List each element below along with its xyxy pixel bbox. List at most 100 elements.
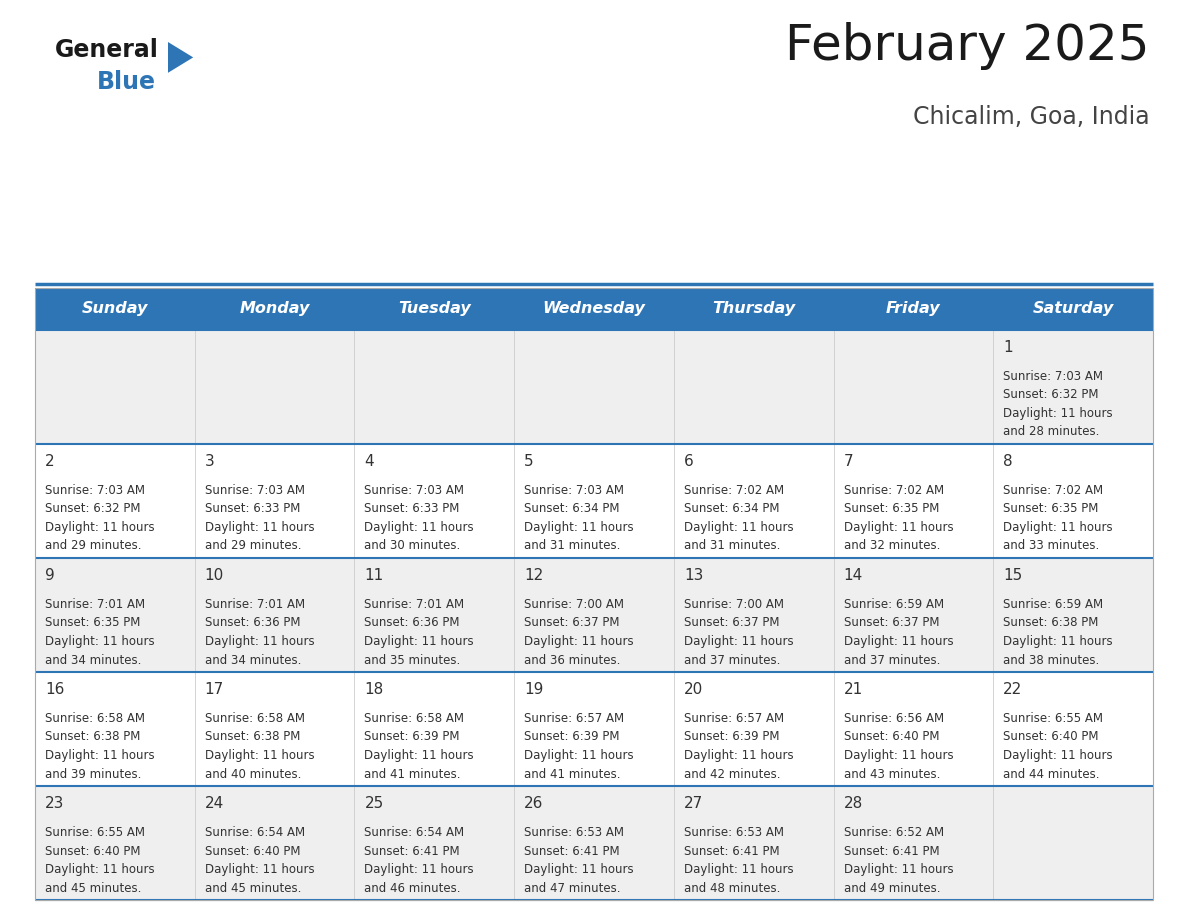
Text: 10: 10 [204, 568, 225, 583]
Text: Daylight: 11 hours: Daylight: 11 hours [524, 863, 633, 876]
Text: and 47 minutes.: and 47 minutes. [524, 881, 620, 894]
Text: Daylight: 11 hours: Daylight: 11 hours [684, 521, 794, 534]
Text: and 28 minutes.: and 28 minutes. [1004, 426, 1100, 439]
Bar [34, 558, 1154, 672]
Text: Sunrise: 7:03 AM: Sunrise: 7:03 AM [365, 484, 465, 497]
Text: Daylight: 11 hours: Daylight: 11 hours [365, 635, 474, 648]
Text: Sunrise: 6:58 AM: Sunrise: 6:58 AM [204, 712, 304, 725]
Text: Tuesday: Tuesday [398, 301, 470, 317]
Text: Sunrise: 7:00 AM: Sunrise: 7:00 AM [684, 598, 784, 611]
Text: Sunset: 6:37 PM: Sunset: 6:37 PM [524, 617, 620, 630]
Text: Daylight: 11 hours: Daylight: 11 hours [204, 521, 315, 534]
Text: 2: 2 [45, 454, 55, 469]
Text: Sunrise: 6:57 AM: Sunrise: 6:57 AM [524, 712, 624, 725]
Text: Sunset: 6:40 PM: Sunset: 6:40 PM [843, 731, 939, 744]
Text: Sunrise: 7:01 AM: Sunrise: 7:01 AM [45, 598, 145, 611]
Text: Sunrise: 6:57 AM: Sunrise: 6:57 AM [684, 712, 784, 725]
Text: Sunset: 6:38 PM: Sunset: 6:38 PM [204, 731, 301, 744]
Text: and 31 minutes.: and 31 minutes. [524, 540, 620, 553]
Text: 23: 23 [45, 796, 64, 811]
Text: and 48 minutes.: and 48 minutes. [684, 881, 781, 894]
Text: 11: 11 [365, 568, 384, 583]
Text: Sunset: 6:40 PM: Sunset: 6:40 PM [1004, 731, 1099, 744]
Text: Sunset: 6:40 PM: Sunset: 6:40 PM [204, 845, 301, 857]
Text: Sunrise: 7:03 AM: Sunrise: 7:03 AM [524, 484, 624, 497]
Text: 3: 3 [204, 454, 215, 469]
Text: Sunrise: 6:54 AM: Sunrise: 6:54 AM [204, 826, 305, 839]
Text: Sunset: 6:37 PM: Sunset: 6:37 PM [684, 617, 779, 630]
Text: and 49 minutes.: and 49 minutes. [843, 881, 940, 894]
Text: 24: 24 [204, 796, 225, 811]
Text: and 35 minutes.: and 35 minutes. [365, 654, 461, 666]
Text: 26: 26 [524, 796, 544, 811]
Text: and 41 minutes.: and 41 minutes. [524, 767, 620, 780]
Text: Sunset: 6:32 PM: Sunset: 6:32 PM [1004, 388, 1099, 401]
Text: 22: 22 [1004, 682, 1023, 697]
Text: Daylight: 11 hours: Daylight: 11 hours [524, 749, 633, 762]
Text: Daylight: 11 hours: Daylight: 11 hours [45, 749, 154, 762]
Text: Daylight: 11 hours: Daylight: 11 hours [1004, 521, 1113, 534]
Text: and 38 minutes.: and 38 minutes. [1004, 654, 1100, 666]
Text: Daylight: 11 hours: Daylight: 11 hours [684, 749, 794, 762]
Text: Sunset: 6:33 PM: Sunset: 6:33 PM [365, 502, 460, 516]
Text: 18: 18 [365, 682, 384, 697]
Text: Sunset: 6:35 PM: Sunset: 6:35 PM [45, 617, 140, 630]
Text: and 36 minutes.: and 36 minutes. [524, 654, 620, 666]
Bar [34, 330, 1154, 444]
Text: Sunset: 6:34 PM: Sunset: 6:34 PM [524, 502, 620, 516]
Text: Wednesday: Wednesday [543, 301, 645, 317]
Text: Sunset: 6:34 PM: Sunset: 6:34 PM [684, 502, 779, 516]
Text: and 46 minutes.: and 46 minutes. [365, 881, 461, 894]
Text: and 39 minutes.: and 39 minutes. [45, 767, 141, 780]
Text: 27: 27 [684, 796, 703, 811]
Text: and 29 minutes.: and 29 minutes. [45, 540, 141, 553]
Text: and 33 minutes.: and 33 minutes. [1004, 540, 1100, 553]
Text: Daylight: 11 hours: Daylight: 11 hours [45, 635, 154, 648]
Text: 21: 21 [843, 682, 862, 697]
Text: 7: 7 [843, 454, 853, 469]
Text: Sunset: 6:36 PM: Sunset: 6:36 PM [204, 617, 301, 630]
Text: 9: 9 [45, 568, 55, 583]
Text: 28: 28 [843, 796, 862, 811]
Text: 15: 15 [1004, 568, 1023, 583]
Text: and 42 minutes.: and 42 minutes. [684, 767, 781, 780]
Text: Sunrise: 6:52 AM: Sunrise: 6:52 AM [843, 826, 943, 839]
Text: Daylight: 11 hours: Daylight: 11 hours [524, 635, 633, 648]
Text: Sunset: 6:35 PM: Sunset: 6:35 PM [1004, 502, 1099, 516]
Text: 4: 4 [365, 454, 374, 469]
Text: Sunset: 6:41 PM: Sunset: 6:41 PM [684, 845, 779, 857]
Text: and 37 minutes.: and 37 minutes. [684, 654, 781, 666]
Text: Sunrise: 7:02 AM: Sunrise: 7:02 AM [843, 484, 943, 497]
Text: and 37 minutes.: and 37 minutes. [843, 654, 940, 666]
Text: Sunset: 6:41 PM: Sunset: 6:41 PM [365, 845, 460, 857]
Text: Daylight: 11 hours: Daylight: 11 hours [365, 863, 474, 876]
Bar [34, 444, 1154, 558]
Text: Sunrise: 7:03 AM: Sunrise: 7:03 AM [1004, 370, 1104, 383]
Text: Sunset: 6:35 PM: Sunset: 6:35 PM [843, 502, 939, 516]
Text: 25: 25 [365, 796, 384, 811]
Text: 5: 5 [524, 454, 533, 469]
Text: Sunset: 6:41 PM: Sunset: 6:41 PM [524, 845, 620, 857]
Text: Daylight: 11 hours: Daylight: 11 hours [843, 635, 953, 648]
Text: Sunrise: 7:00 AM: Sunrise: 7:00 AM [524, 598, 624, 611]
Text: Daylight: 11 hours: Daylight: 11 hours [843, 521, 953, 534]
Text: Daylight: 11 hours: Daylight: 11 hours [204, 749, 315, 762]
Text: 19: 19 [524, 682, 544, 697]
Text: Sunset: 6:32 PM: Sunset: 6:32 PM [45, 502, 140, 516]
Text: 20: 20 [684, 682, 703, 697]
Text: Daylight: 11 hours: Daylight: 11 hours [204, 635, 315, 648]
Text: 16: 16 [45, 682, 64, 697]
Text: and 30 minutes.: and 30 minutes. [365, 540, 461, 553]
Text: and 45 minutes.: and 45 minutes. [204, 881, 301, 894]
Text: 13: 13 [684, 568, 703, 583]
Text: 1: 1 [1004, 340, 1013, 355]
Text: Sunrise: 7:01 AM: Sunrise: 7:01 AM [365, 598, 465, 611]
Text: Daylight: 11 hours: Daylight: 11 hours [1004, 635, 1113, 648]
Text: Sunrise: 7:02 AM: Sunrise: 7:02 AM [1004, 484, 1104, 497]
Text: 8: 8 [1004, 454, 1013, 469]
Text: Daylight: 11 hours: Daylight: 11 hours [45, 521, 154, 534]
Text: Sunrise: 6:53 AM: Sunrise: 6:53 AM [684, 826, 784, 839]
Text: and 43 minutes.: and 43 minutes. [843, 767, 940, 780]
Text: 14: 14 [843, 568, 862, 583]
Text: Monday: Monday [240, 301, 310, 317]
